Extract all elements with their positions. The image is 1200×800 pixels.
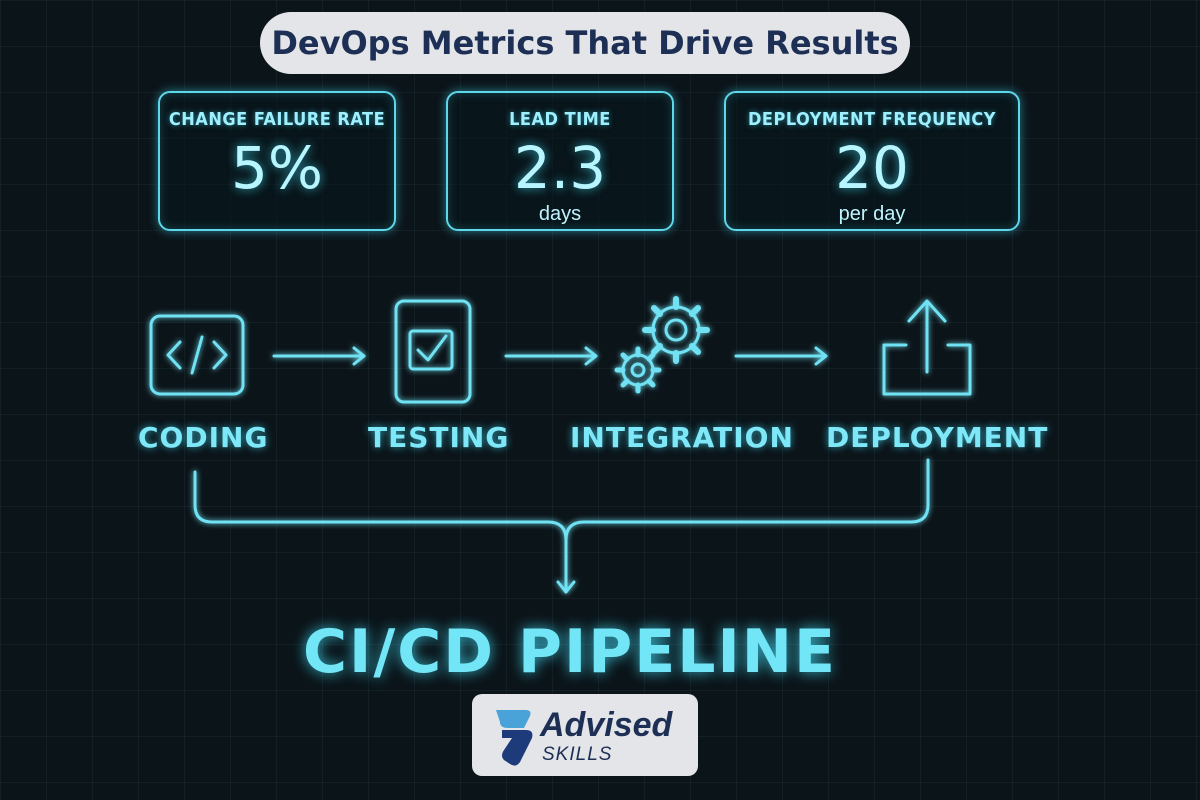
- upload-icon: [882, 299, 972, 396]
- stage-label-coding: CODING: [138, 421, 269, 454]
- code-icon: [149, 314, 245, 396]
- metric-card-deployment-frequency: DEPLOYMENT FREQUENCY 20 per day: [724, 91, 1020, 231]
- logo-subtext: SKILLS: [542, 744, 613, 765]
- arrow-coding-to-testing: [272, 346, 366, 366]
- stage-label-integration: INTEGRATION: [570, 421, 794, 454]
- title-banner: DevOps Metrics That Drive Results: [260, 12, 910, 74]
- stage-label-testing: TESTING: [368, 421, 510, 454]
- metric-label: LEAD TIME: [509, 109, 611, 130]
- gears-icon: [614, 296, 710, 394]
- metric-value: 20: [835, 134, 909, 202]
- pipeline-title: CI/CD PIPELINE: [302, 617, 837, 687]
- metric-unit: per day: [838, 203, 906, 225]
- metric-value: 5%: [230, 134, 323, 202]
- pipeline-bracket: [193, 458, 930, 594]
- arrow-integration-to-deployment: [734, 346, 828, 366]
- metric-label: DEPLOYMENT FREQUENCY: [747, 109, 997, 130]
- metric-unit: days: [538, 203, 582, 225]
- logo-name: Advised: [540, 706, 673, 744]
- metric-card-change-failure-rate: CHANGE FAILURE RATE 5%: [158, 91, 396, 231]
- metric-card-lead-time: LEAD TIME 2.3 days: [446, 91, 674, 231]
- metric-value: 2.3: [513, 134, 607, 202]
- checkbox-icon: [394, 299, 472, 404]
- stage-label-deployment: DEPLOYMENT: [826, 421, 1049, 454]
- advised-skills-logo: Advised SKILLS: [472, 694, 698, 776]
- page-title: DevOps Metrics That Drive Results: [271, 24, 899, 62]
- logo-mark-icon: [496, 710, 533, 766]
- metric-label: CHANGE FAILURE RATE: [168, 109, 386, 130]
- arrow-testing-to-integration: [504, 346, 598, 366]
